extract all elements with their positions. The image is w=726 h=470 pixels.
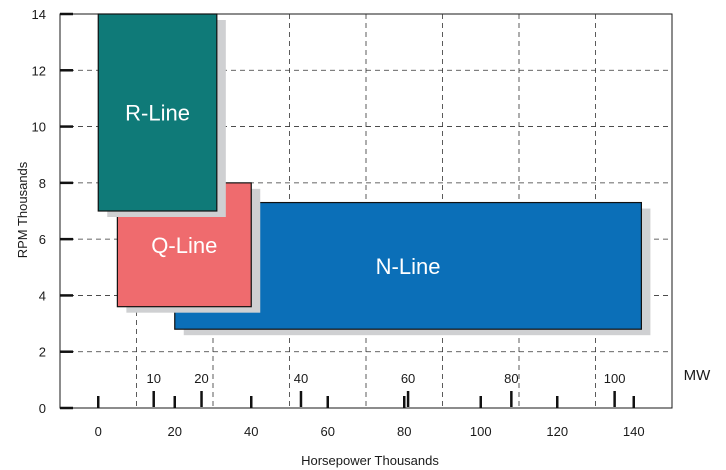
y-tick-label: 6 xyxy=(39,232,46,247)
x-tick-label: 80 xyxy=(397,424,411,439)
region-label: R-Line xyxy=(125,101,190,126)
region-r-line xyxy=(97,13,218,212)
x-tick-label: 60 xyxy=(321,424,335,439)
mw-tick-label: 20 xyxy=(194,371,208,386)
y-tick-label: 2 xyxy=(39,345,46,360)
x-tick-label: 40 xyxy=(244,424,258,439)
x-tick-label: 120 xyxy=(546,424,568,439)
range-rectangles: N-Line Q-Line R-Line xyxy=(97,13,651,336)
mw-tick-label: 40 xyxy=(294,371,308,386)
mw-tick-label: 10 xyxy=(146,371,160,386)
x-tick-label: 20 xyxy=(168,424,182,439)
y-tick-label: 10 xyxy=(32,120,46,135)
x-axis-title: Horsepower Thousands xyxy=(301,453,439,468)
mw-unit-label: MW xyxy=(684,367,711,384)
region-label: Q-Line xyxy=(151,233,217,258)
mw-tick-label: 80 xyxy=(504,371,518,386)
x-tick-label: 0 xyxy=(95,424,102,439)
y-tick-label: 4 xyxy=(39,288,46,303)
y-tick-label: 0 xyxy=(39,401,46,416)
y-axis-title: RPM Thousands xyxy=(15,161,30,258)
y-tick-label: 8 xyxy=(39,176,46,191)
mw-secondary-axis: 10 20 40 60 80 100 MW xyxy=(146,367,711,407)
y-tick-label: 12 xyxy=(32,63,46,78)
region-label: N-Line xyxy=(376,254,441,279)
mw-tick-label: 100 xyxy=(604,371,626,386)
x-tick-label: 140 xyxy=(623,424,645,439)
mw-tick-label: 60 xyxy=(401,371,415,386)
y-tick-label: 14 xyxy=(32,7,46,22)
x-tick-label: 100 xyxy=(470,424,492,439)
